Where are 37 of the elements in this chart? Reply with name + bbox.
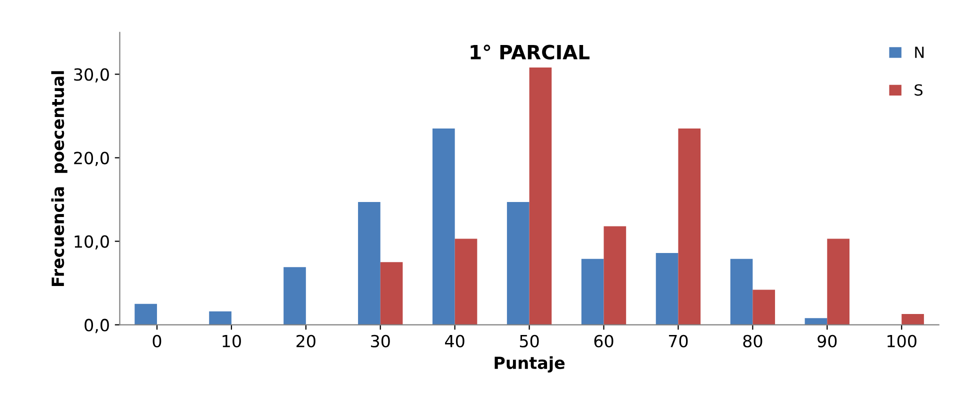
bar	[134, 304, 157, 325]
y-tick-label: 0,0	[84, 318, 109, 334]
x-axis-title: Puntaje	[494, 356, 565, 372]
bar	[209, 311, 232, 325]
y-tick-label: 30,0	[74, 68, 109, 83]
bar	[752, 290, 776, 325]
x-tick-label: 80	[743, 334, 762, 348]
x-tick-label: 100	[888, 334, 916, 348]
bar	[380, 262, 403, 325]
legend-label: N	[915, 46, 924, 58]
x-tick-label: 20	[296, 334, 316, 348]
bar	[902, 314, 924, 325]
legend-label: S	[914, 84, 923, 96]
bar	[358, 202, 380, 325]
x-tick-label: 0	[152, 334, 162, 348]
x-tick-label: 10	[222, 334, 241, 348]
bar	[827, 238, 850, 325]
x-tick-label: 30	[371, 334, 390, 348]
x-tick-label: 40	[445, 334, 464, 348]
x-tick-label: 90	[818, 334, 837, 348]
bar	[506, 202, 530, 325]
text: 1° PARCIAL	[470, 44, 590, 60]
y-tick-label: 20,0	[74, 152, 109, 166]
bar	[730, 258, 753, 325]
bar	[529, 68, 552, 325]
y-tick-label: 10,0	[74, 235, 109, 250]
bar	[678, 128, 701, 325]
bar	[432, 128, 455, 325]
x-tick-label: 70	[668, 334, 688, 348]
bar	[604, 226, 626, 325]
bar	[581, 258, 604, 325]
bar	[284, 267, 306, 325]
x-tick-label: 50	[520, 334, 539, 348]
bar	[454, 238, 478, 325]
x-tick-label: 60	[594, 334, 614, 348]
bar	[656, 252, 678, 325]
y-axis-title: Frecuencia poecentual	[51, 71, 68, 286]
